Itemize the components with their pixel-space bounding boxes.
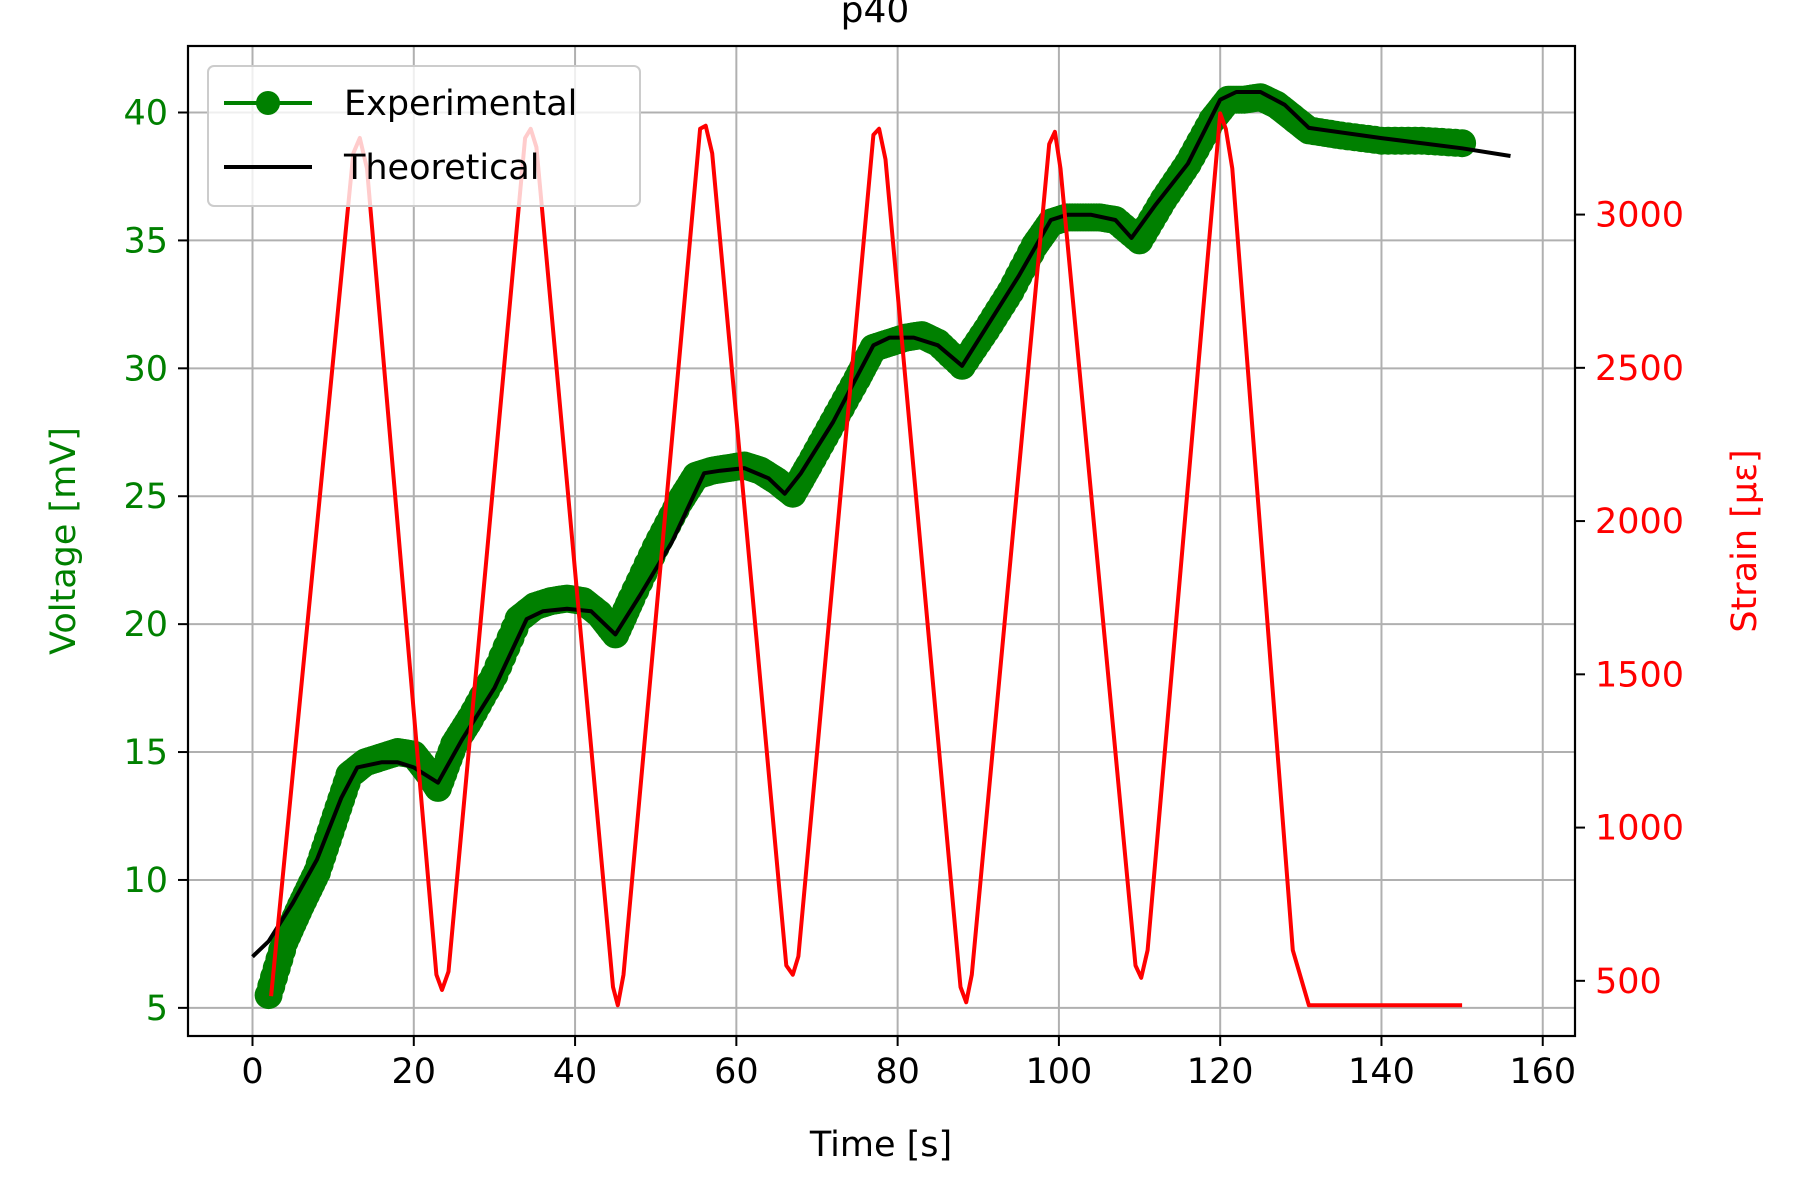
y-right-tick-label: 1500 — [1595, 655, 1684, 695]
y-right-tick-label: 2500 — [1595, 349, 1684, 389]
legend-theoretical-label: Theoretical — [343, 148, 540, 188]
legend-experimental-label: Experimental — [344, 84, 577, 124]
grid — [188, 46, 1575, 1036]
y-left-tick-label: 40 — [123, 94, 168, 134]
plot-frame — [186, 44, 1577, 1038]
x-tick-label: 0 — [241, 1052, 263, 1092]
y-axis-label-right: Strain [με] — [1725, 449, 1765, 632]
y-axis-label-left: Voltage [mV] — [44, 427, 84, 655]
legend-box — [207, 65, 641, 207]
axes: 0 20 40 60 80 100 120 140 160 5 10 15 20 25 30 35 40 500 1… — [123, 94, 1684, 1092]
x-tick-label: 120 — [1187, 1052, 1254, 1092]
theoretical-series-line — [251, 90, 1511, 959]
x-tick-label: 80 — [875, 1052, 920, 1092]
x-tick-label: 40 — [553, 1052, 598, 1092]
x-axis-label: Time [s] — [809, 1125, 952, 1165]
y-right-tick-label: 2000 — [1595, 502, 1684, 542]
y-left-tick-label: 35 — [123, 221, 168, 261]
y-left-tick-label: 20 — [123, 605, 168, 645]
y-left-tick-label: 25 — [123, 477, 168, 517]
x-tick-label: 20 — [392, 1052, 437, 1092]
strain-series-line — [269, 111, 1463, 1008]
x-tick-label: 100 — [1026, 1052, 1093, 1092]
x-tick-label: 140 — [1348, 1052, 1415, 1092]
experimental-marker — [1448, 129, 1477, 158]
chart-title: p40 — [841, 0, 910, 31]
y-right-tick-label: 3000 — [1595, 196, 1684, 236]
plot-series — [251, 83, 1511, 1010]
x-tick-label: 160 — [1509, 1052, 1576, 1092]
x-tick-label: 60 — [714, 1052, 759, 1092]
y-left-tick-label: 30 — [123, 349, 168, 389]
legend: Experimental Theoretical — [207, 65, 641, 207]
y-right-tick-label: 500 — [1595, 962, 1662, 1002]
legend-experimental-marker — [256, 91, 280, 115]
y-left-tick-label: 15 — [123, 733, 168, 773]
y-left-tick-label: 5 — [146, 989, 168, 1029]
y-left-tick-label: 10 — [123, 861, 168, 901]
y-right-tick-label: 1000 — [1595, 809, 1684, 849]
